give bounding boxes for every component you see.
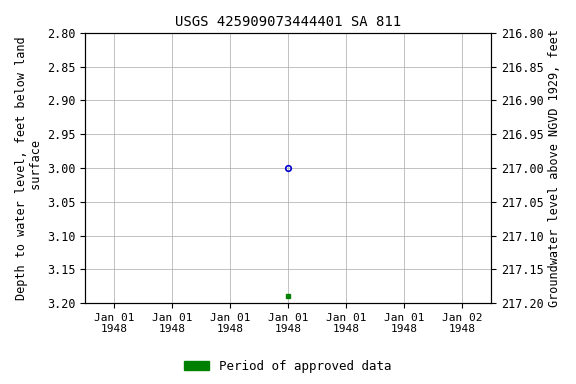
Legend: Period of approved data: Period of approved data (179, 355, 397, 378)
Y-axis label: Groundwater level above NGVD 1929, feet: Groundwater level above NGVD 1929, feet (548, 29, 561, 307)
Y-axis label: Depth to water level, feet below land
 surface: Depth to water level, feet below land su… (15, 36, 43, 300)
Title: USGS 425909073444401 SA 811: USGS 425909073444401 SA 811 (175, 15, 401, 29)
